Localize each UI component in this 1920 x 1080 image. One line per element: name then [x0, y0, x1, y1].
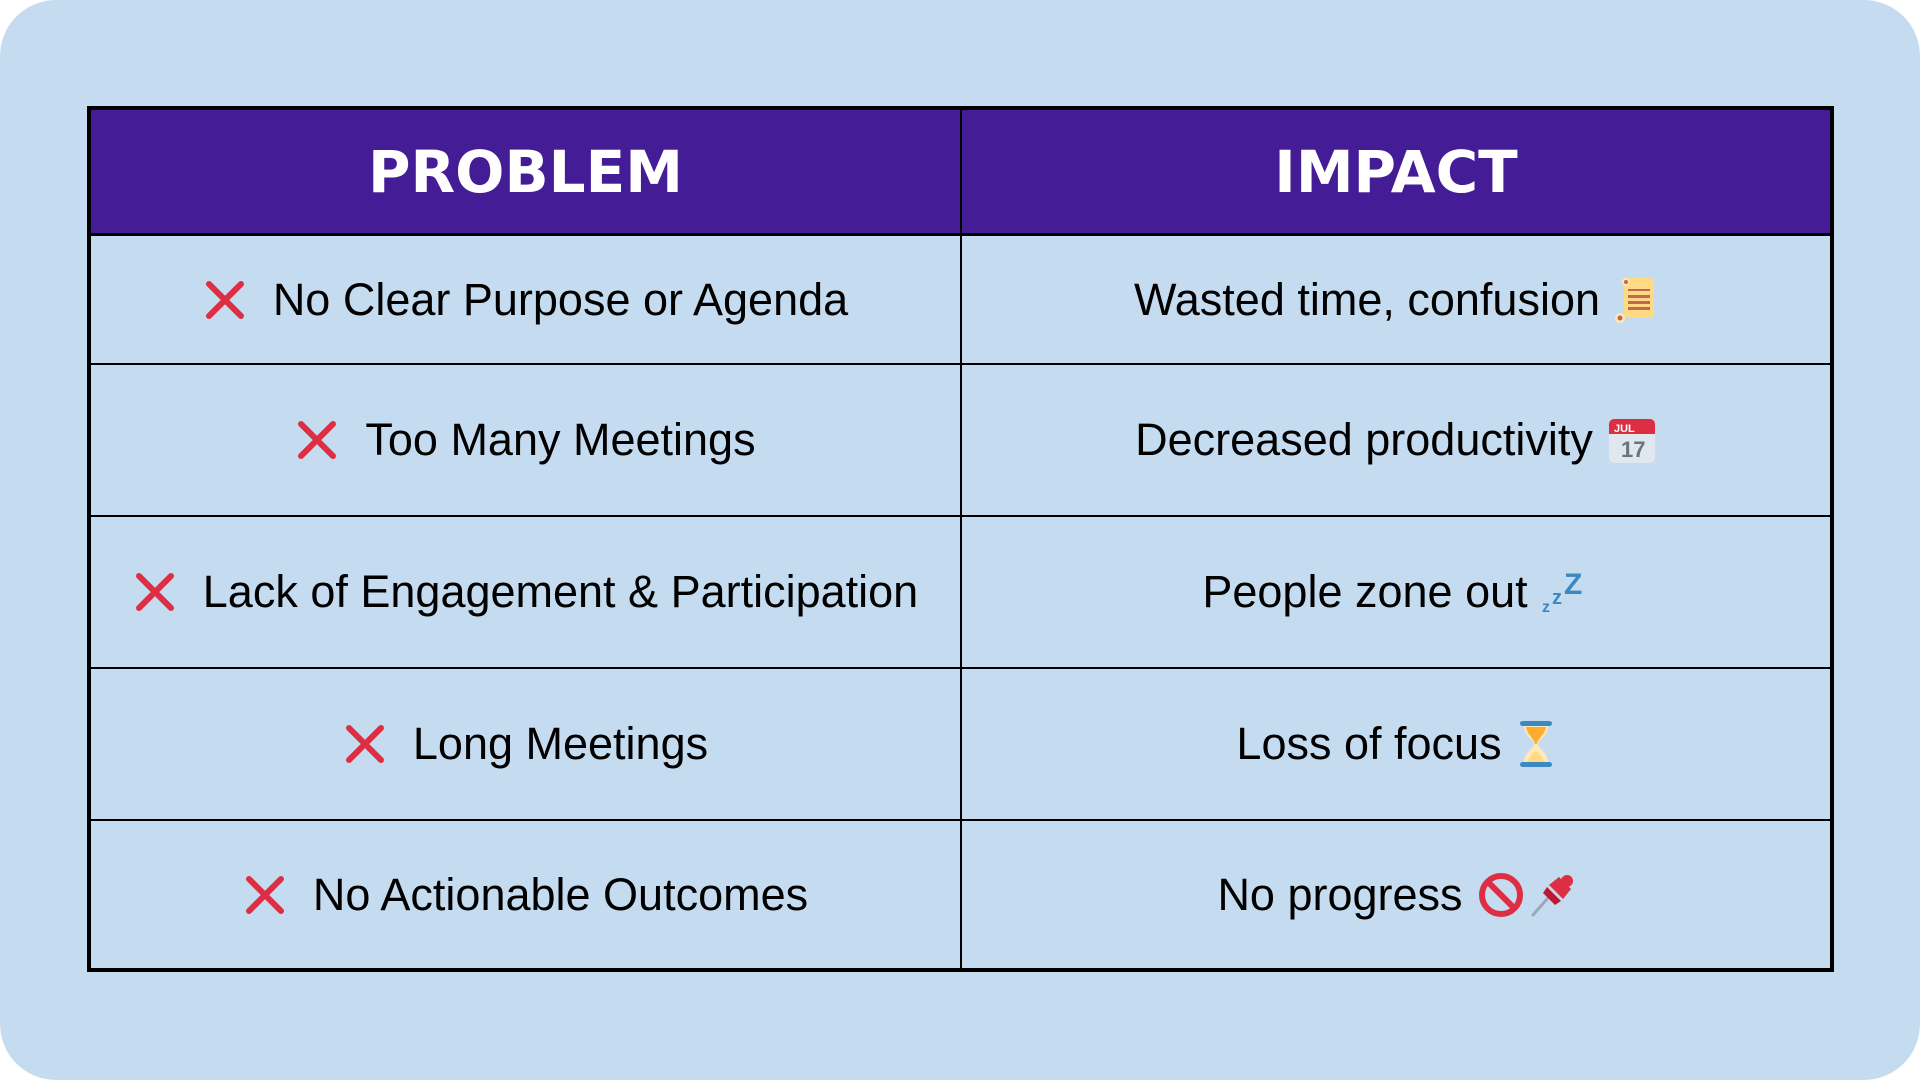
problem-text: Lack of Engagement & Participation: [202, 566, 919, 617]
zzz-icon: z z Z: [1542, 568, 1590, 616]
svg-text:Z: Z: [1564, 568, 1582, 601]
pushpin-icon: [1527, 871, 1575, 919]
impact-text: People zone out: [1202, 566, 1528, 617]
problem-text: No Actionable Outcomes: [312, 868, 809, 920]
header-problem-label: PROBLEM: [368, 137, 683, 206]
impact-cell: Wasted time, confusion: [962, 236, 1830, 363]
svg-text:z: z: [1542, 599, 1550, 616]
impact-cell: No progress: [962, 819, 1830, 968]
svg-text:JUL: JUL: [1614, 423, 1635, 435]
problem-cell: No Actionable Outcomes: [91, 819, 962, 968]
prohibited-icon: [1477, 871, 1525, 919]
hourglass-icon: [1516, 719, 1556, 769]
problem-text: No Clear Purpose or Agenda: [272, 273, 849, 325]
cross-mark-icon: [135, 573, 174, 611]
cross-mark-icon: [345, 725, 384, 763]
impact-text: Loss of focus: [1236, 718, 1502, 769]
impact-text: Wasted time, confusion: [1133, 273, 1601, 325]
scroll-icon: [1614, 276, 1658, 324]
problem-cell: Long Meetings: [91, 667, 962, 819]
header-impact-label: IMPACT: [1274, 137, 1518, 206]
problem-text: Long Meetings: [412, 718, 709, 769]
impact-cell: People zone out z z Z: [962, 515, 1830, 667]
problem-cell: No Clear Purpose or Agenda: [91, 236, 962, 363]
impact-text: Decreased productivity: [1135, 414, 1593, 465]
problem-text: Too Many Meetings: [365, 414, 756, 465]
cross-mark-icon: [298, 421, 337, 459]
cross-mark-icon: [205, 280, 244, 319]
svg-text:17: 17: [1621, 437, 1645, 462]
impact-text: No progress: [1217, 868, 1463, 920]
impact-cell: Decreased productivity JUL 17: [962, 363, 1830, 515]
svg-text:z: z: [1552, 587, 1562, 609]
header-problem: PROBLEM: [91, 110, 962, 236]
cross-mark-icon: [245, 875, 284, 914]
calendar-icon: JUL 17: [1607, 415, 1657, 465]
header-impact: IMPACT: [962, 110, 1830, 236]
impact-cell: Loss of focus: [962, 667, 1830, 819]
problem-cell: Lack of Engagement & Participation: [91, 515, 962, 667]
problem-impact-table: PROBLEM IMPACT No Clear Purpose or Agend…: [87, 106, 1834, 972]
problem-cell: Too Many Meetings: [91, 363, 962, 515]
